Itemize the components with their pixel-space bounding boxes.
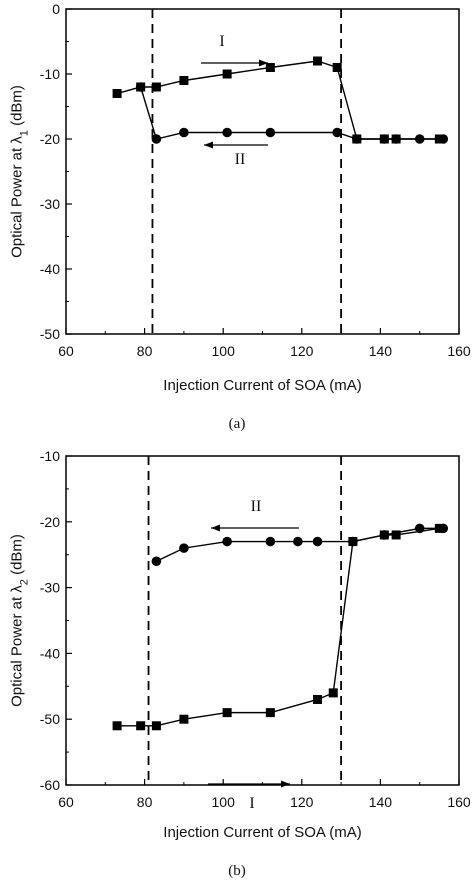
chart-b-series-I-point bbox=[222, 708, 232, 718]
chart-a-annotation-label: I bbox=[219, 33, 224, 50]
chart-b-series-I-point bbox=[112, 721, 122, 731]
chart-a-series-II-point bbox=[391, 134, 401, 144]
chart-b-series-I-point bbox=[151, 721, 161, 731]
chart-a-xtick-label: 60 bbox=[58, 343, 74, 359]
chart-b-ytick-label: -30 bbox=[40, 580, 60, 596]
chart-b-series-II-point bbox=[179, 543, 189, 553]
chart-b-series-I-line bbox=[117, 527, 440, 727]
chart-a-ytick-label: -20 bbox=[40, 131, 60, 147]
chart-b-series-I-point bbox=[313, 694, 323, 704]
chart-a-xtick-label: 160 bbox=[447, 343, 471, 359]
chart-a-series-I-line bbox=[116, 60, 440, 140]
chart-b-series-I-point bbox=[391, 530, 401, 540]
chart-a-plot-frame bbox=[65, 8, 460, 335]
chart-a-ytick-label: -50 bbox=[40, 326, 60, 342]
chart-a-caption: (a) bbox=[229, 416, 246, 432]
chart-b-series-I-point bbox=[136, 721, 146, 731]
chart-a-annotation-label: II bbox=[235, 151, 246, 168]
chart-b-series-II-point bbox=[414, 523, 425, 534]
chart-b-ytick-label: -60 bbox=[40, 777, 60, 793]
chart-b-series-II-point bbox=[348, 536, 358, 547]
chart-a-series-II-point bbox=[179, 127, 189, 138]
chart-a-series-I-point bbox=[313, 56, 323, 66]
chart-a-ytick-label: -10 bbox=[40, 66, 60, 82]
chart-a-ytick-label: -40 bbox=[40, 261, 60, 277]
chart-a-series-II-point bbox=[332, 127, 342, 138]
chart-b-xtick-label: 140 bbox=[369, 794, 393, 810]
chart-b-annotation-label: II bbox=[251, 498, 262, 515]
chart-b-xtick-label: 160 bbox=[447, 794, 471, 810]
chart-b-ytick-label: -10 bbox=[40, 448, 60, 464]
chart-b-xlabel: Injection Current of SOA (mA) bbox=[163, 824, 361, 841]
chart-b-ylabel: Optical Power at λ2 (dBm) bbox=[8, 534, 30, 707]
chart-b-series-II-point bbox=[265, 536, 276, 547]
chart-a-series-II-point bbox=[414, 134, 425, 144]
chart-b-annotation-label: I bbox=[249, 795, 254, 812]
chart-b-series-I-point bbox=[265, 708, 275, 718]
chart-a-series-II-point bbox=[135, 82, 146, 92]
chart-a-series-I-point bbox=[151, 82, 161, 92]
chart-a-series-I-point bbox=[112, 89, 122, 98]
chart-b-ytick-label: -40 bbox=[40, 645, 60, 661]
chart-a-series-I-point bbox=[179, 76, 189, 85]
chart-b-series-II-point bbox=[293, 536, 303, 547]
chart-a-series-II-point bbox=[379, 134, 390, 144]
chart-a-annotation-arrow-head bbox=[259, 59, 268, 67]
chart-b-xtick-label: 120 bbox=[290, 794, 314, 810]
chart-a-ylabel: Optical Power at λ1 (dBm) bbox=[8, 85, 30, 258]
chart-b: 60 80 100 120 140 160-10-20-30-40-50-60IIIInj… bbox=[8, 448, 471, 879]
chart-a-series-I-point bbox=[332, 63, 342, 72]
chart-b-annotation-arrow-head bbox=[281, 780, 290, 788]
chart-b-series-II-point bbox=[222, 536, 232, 547]
chart-a-xtick-label: 140 bbox=[369, 343, 393, 359]
chart-a-xtick-label: 100 bbox=[212, 343, 236, 359]
chart-b-xtick-label: 60 bbox=[58, 794, 74, 810]
chart-a-annotation-arrow-head bbox=[204, 141, 213, 149]
chart-a-series-II-point bbox=[438, 134, 449, 144]
chart-a-ytick-label: 0 bbox=[52, 1, 60, 17]
chart-b-series-I-point bbox=[328, 688, 338, 698]
chart-b-xtick-label: 100 bbox=[212, 794, 236, 810]
chart-a-series-I-point bbox=[222, 69, 232, 79]
chart-b-plot-frame bbox=[65, 455, 460, 786]
chart-b-series-II-point bbox=[312, 536, 323, 547]
chart-b-annotation-arrow-head bbox=[211, 524, 220, 532]
chart-b-series-II-point bbox=[379, 530, 390, 540]
chart-b-xtick-label: 80 bbox=[137, 794, 153, 810]
chart-a-series-II-point bbox=[151, 134, 162, 144]
chart-b-caption: (b) bbox=[228, 863, 246, 879]
chart-b-series-II-point bbox=[151, 556, 162, 567]
chart-b-series-II-point bbox=[438, 523, 449, 534]
chart-a-xtick-label: 120 bbox=[290, 343, 314, 359]
chart-a-series-II-point bbox=[352, 134, 362, 144]
chart-b-ytick-label: -50 bbox=[40, 711, 60, 727]
chart-b-series-II-line bbox=[156, 527, 444, 562]
chart-a-series-I-point bbox=[265, 63, 275, 72]
chart-a-series-II-point bbox=[222, 127, 232, 138]
chart-a-series-II-point bbox=[265, 127, 276, 138]
chart-a-xtick-label: 80 bbox=[137, 343, 153, 359]
chart-b-ytick-label: -20 bbox=[40, 514, 60, 530]
chart-a-xlabel: Injection Current of SOA (mA) bbox=[163, 377, 361, 394]
chart-b-series-I-point bbox=[179, 714, 189, 724]
chart-a-ytick-label: -30 bbox=[40, 196, 60, 212]
chart-a: 60 80 100 120 140 1600-10-20-30-40-50IIIInjec… bbox=[8, 1, 471, 432]
